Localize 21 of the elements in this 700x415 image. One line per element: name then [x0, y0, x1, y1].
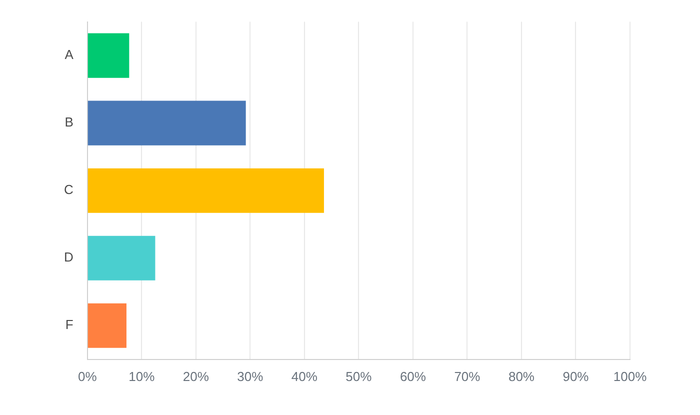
x-tick-label: 30%	[237, 368, 264, 384]
x-tick-label: 40%	[291, 368, 318, 384]
y-tick-label: D	[64, 250, 74, 265]
bar	[88, 168, 324, 213]
x-tick-label: 80%	[508, 368, 535, 384]
x-tick-label: 20%	[182, 368, 210, 384]
x-tick-label: 50%	[346, 368, 372, 384]
y-tick-label: B	[64, 114, 74, 130]
bar	[88, 100, 246, 146]
y-tick-label: F	[65, 317, 74, 332]
bar	[88, 303, 126, 348]
x-tick-label: 60%	[400, 368, 426, 384]
x-tick-label: 90%	[562, 368, 590, 384]
y-tick-label: C	[64, 182, 74, 198]
x-tick-label: 70%	[454, 368, 481, 384]
x-tick-label: 10%	[128, 368, 156, 384]
y-tick-label: A	[64, 47, 74, 62]
x-tick-label: 0%	[78, 368, 98, 384]
bar	[88, 236, 156, 280]
x-tick-label: 100%	[613, 368, 648, 384]
bar	[88, 33, 130, 78]
